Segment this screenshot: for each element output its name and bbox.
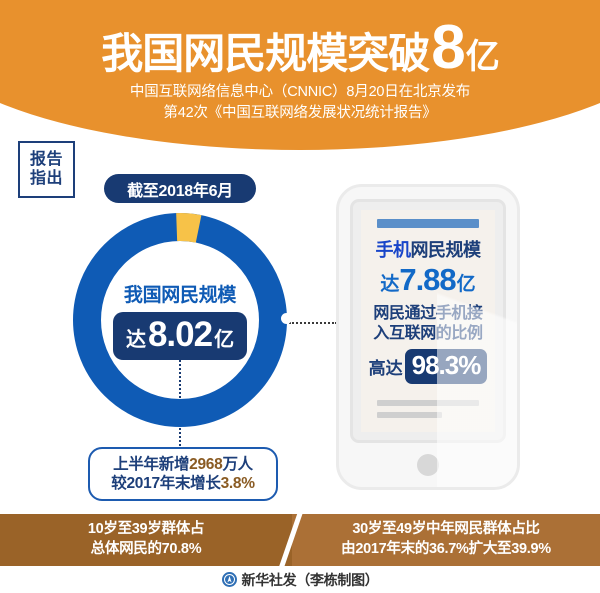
page-title-number: 8 [431,13,466,82]
subtitle-line-1: 中国互联网络信息中心（CNNIC）8月20日在北京发布 [129,84,471,100]
connector-line-horizontal [289,322,337,324]
phone-desc-line-2: 入互联网的比例 [373,324,483,342]
phone-placeholder-line-1 [377,400,479,406]
phone-percent-prefix: 高达 [368,358,403,378]
donut-segment-new [72,213,287,427]
header-band [0,0,600,150]
donut-value-badge: 达 8.02 亿 [112,312,248,360]
phone-placeholder-lines [377,400,479,418]
donut-chart-svg [72,213,287,427]
donut-value-number: 8.02 [147,315,213,354]
date-pill: 截至2018年6月 [104,174,256,203]
phone-screen-title-highlight: 手机 [375,240,412,260]
donut-connector-dot [281,313,292,324]
growth-callout-line-2-pre: 较2017年末增长 [111,475,221,492]
phone-value-unit: 亿 [456,273,476,295]
phone-desc-line-1: 网民通过手机接 [373,304,483,322]
credit-line: 新华社发（李栋制图） [0,566,600,593]
phone-bezel: 手机网民规模 达 7.88 亿 网民通过手机接 入互联网的比例 高达 98.3% [350,199,506,443]
phone-screen-title: 手机网民规模 [365,240,491,261]
phone-speaker-bar [377,219,479,228]
report-badge-line-2: 指出 [29,169,63,187]
donut-center-label: 我国网民规模 [123,285,237,306]
bottom-stat-left: 10岁至39岁群体占 总体网民的70.8% [0,514,292,566]
donut-value-prefix: 达 [125,329,146,351]
phone-screen-content: 手机网民规模 达 7.88 亿 网民通过手机接 入互联网的比例 高达 98.3% [361,240,495,384]
growth-callout-line-1-number: 2968 [189,455,223,473]
phone-percent-badge: 98.3% [404,348,488,384]
xinhua-logo-icon [221,572,237,587]
growth-callout-line-1-post: 万人 [222,455,253,473]
phone-value-prefix: 达 [380,273,400,295]
page-title: 我国网民规模突破 8 亿 [0,0,600,82]
growth-callout-line-1: 上半年新增2968万人 [113,455,253,474]
phone-screen: 手机网民规模 达 7.88 亿 网民通过手机接 入互联网的比例 高达 98.3% [361,210,495,432]
bottom-stat-right: 30岁至49岁中年网民群体占比 由2017年末的36.7%扩大至39.9% [292,514,600,566]
bottom-stat-right-line-2: 由2017年末的36.7%扩大至39.9% [341,541,551,557]
donut-chart: 我国网民规模 达 8.02 亿 [72,212,292,428]
phone-screen-title-rest: 网民规模 [410,240,482,260]
phone-placeholder-line-2 [377,412,443,418]
bottom-stat-left-line-2: 总体网民的70.8% [90,541,202,557]
date-pill-label: 截至2018年6月 [127,182,233,200]
phone-value-row: 达 7.88 亿 [365,264,491,295]
phone-percent-row: 高达 98.3% [365,348,491,384]
growth-callout-line-2-number: 3.8% [220,475,255,492]
growth-callout-line-1-pre: 上半年新增 [113,455,190,473]
credit-text: 新华社发（李栋制图） [241,571,379,588]
bottom-stat-right-line-1: 30岁至49岁中年网民群体占比 [352,521,540,538]
page-title-text: 我国网民规模突破 [101,30,430,77]
phone-home-button [417,454,439,476]
bottom-stats-bar: 10岁至39岁群体占 总体网民的70.8% 30岁至49岁中年网民群体占比 由2… [0,514,600,566]
phone-illustration: 手机网民规模 达 7.88 亿 网民通过手机接 入互联网的比例 高达 98.3% [336,184,520,490]
growth-callout-line-2: 较2017年末增长3.8% [111,474,255,493]
report-badge-line-1: 报告 [29,151,63,169]
donut-value-unit: 亿 [214,329,235,351]
bottom-stat-left-text: 10岁至39岁群体占 总体网民的70.8% [87,520,205,559]
phone-value-number: 7.88 [399,261,456,297]
growth-callout: 上半年新增2968万人 较2017年末增长3.8% [88,447,278,501]
subtitle-line-2: 第42次《中国互联网络发展状况统计报告》 [163,105,437,122]
bottom-stat-left-line-1: 10岁至39岁群体占 [87,521,205,538]
page-title-unit: 亿 [465,38,500,76]
bottom-stat-right-text: 30岁至49岁中年网民群体占比 由2017年末的36.7%扩大至39.9% [341,520,551,559]
donut-center: 我国网民规模 达 8.02 亿 [72,212,288,428]
report-badge: 报告 指出 [18,141,75,198]
header-content: 我国网民规模突破 8 亿 中国互联网络信息中心（CNNIC）8月20日在北京发布… [0,0,600,150]
